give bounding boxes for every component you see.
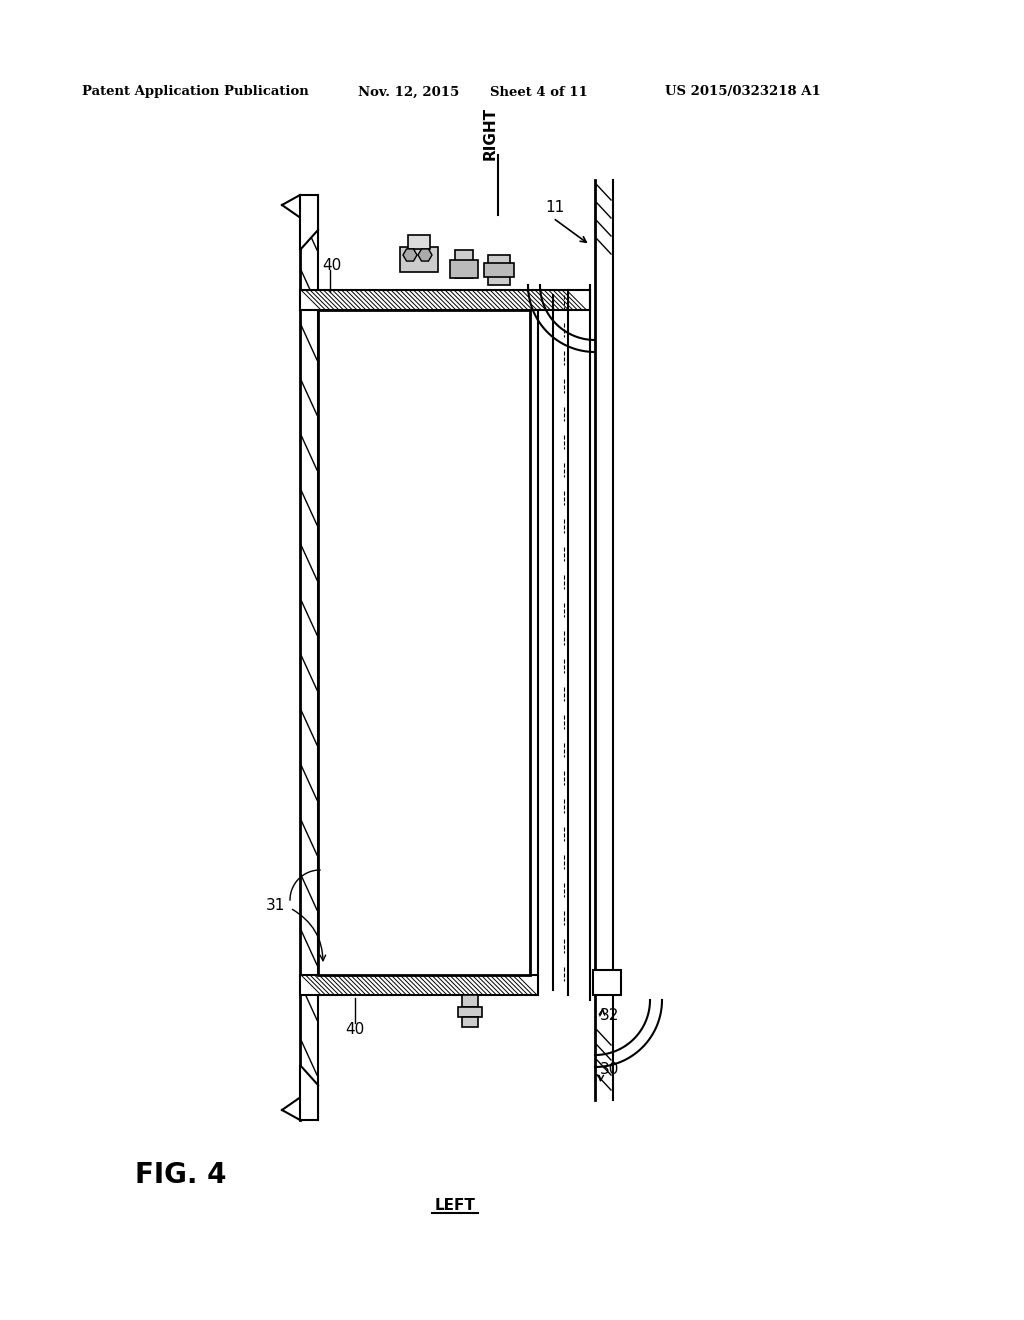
Polygon shape (403, 249, 417, 261)
Text: 32: 32 (600, 1007, 620, 1023)
Polygon shape (300, 1065, 318, 1119)
Text: 31: 31 (265, 898, 285, 912)
Text: RIGHT: RIGHT (482, 107, 498, 160)
Text: Sheet 4 of 11: Sheet 4 of 11 (490, 86, 588, 99)
Bar (400, 247, 438, 272)
Text: 30: 30 (600, 1063, 620, 1077)
Bar (318, 310, 530, 975)
Bar (408, 235, 430, 249)
Bar (458, 1007, 482, 1016)
Bar (455, 249, 473, 279)
Bar (593, 970, 621, 995)
Bar (300, 975, 538, 995)
Text: 11: 11 (545, 199, 564, 214)
Bar (488, 255, 510, 285)
Text: Nov. 12, 2015: Nov. 12, 2015 (358, 86, 459, 99)
Text: Patent Application Publication: Patent Application Publication (82, 86, 309, 99)
Bar (450, 260, 478, 279)
Text: US 2015/0323218 A1: US 2015/0323218 A1 (665, 86, 821, 99)
Polygon shape (300, 195, 318, 249)
Bar (462, 995, 478, 1007)
Text: 40: 40 (345, 1023, 365, 1038)
Text: LEFT: LEFT (434, 1197, 475, 1213)
Text: 40: 40 (322, 257, 341, 272)
Bar (462, 1016, 478, 1027)
Bar (484, 263, 514, 277)
Bar (300, 290, 590, 310)
Text: FIG. 4: FIG. 4 (135, 1162, 226, 1189)
Polygon shape (418, 249, 432, 261)
